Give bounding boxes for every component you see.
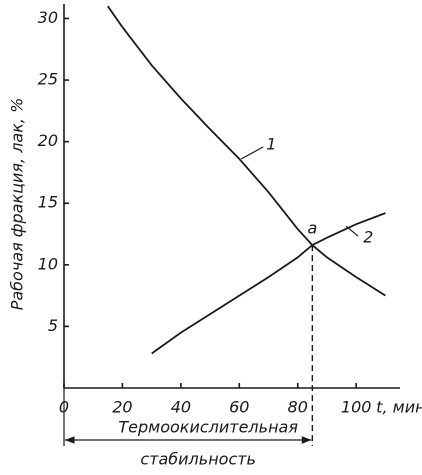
y-tick-label: 30 bbox=[38, 8, 58, 27]
curve bbox=[107, 5, 386, 297]
y-tick-label: 25 bbox=[38, 70, 58, 89]
x-axis-label: t, мин bbox=[376, 398, 422, 417]
y-axis-label: Рабочая фракция, лак, % bbox=[8, 98, 27, 311]
curve bbox=[151, 212, 386, 355]
bracket-label: стабильность bbox=[140, 450, 256, 469]
x-tick-label: 100 bbox=[341, 398, 372, 417]
x-tick-label: 20 bbox=[112, 398, 132, 417]
y-tick-label: 10 bbox=[38, 254, 58, 273]
point-label: a bbox=[307, 219, 317, 238]
y-tick-label: 5 bbox=[48, 316, 58, 335]
y-tick-label: 15 bbox=[38, 193, 58, 212]
curve-label: 2 bbox=[363, 228, 373, 247]
y-tick-label: 20 bbox=[38, 131, 58, 150]
x-tick-label: 40 bbox=[171, 398, 191, 417]
leader bbox=[241, 146, 264, 160]
x-tick-label: 80 bbox=[288, 398, 308, 417]
bracket-label: Термоокислительная bbox=[118, 418, 298, 437]
leader bbox=[345, 225, 359, 237]
curve-label: 1 bbox=[266, 134, 276, 153]
x-tick-label: 60 bbox=[229, 398, 249, 417]
